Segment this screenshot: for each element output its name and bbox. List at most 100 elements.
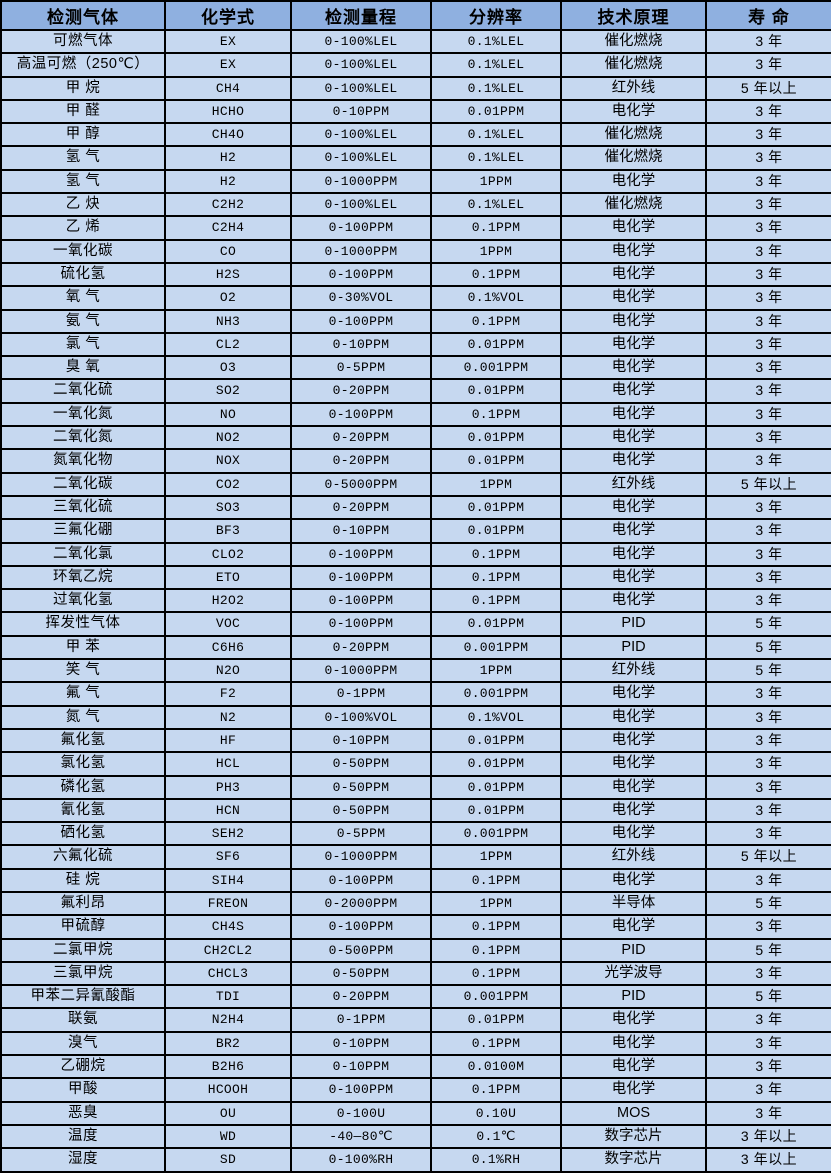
cell-technology-principle: 电化学 bbox=[560, 541, 707, 567]
cell-technology-principle: 电化学 bbox=[560, 797, 707, 824]
cell-lifespan: 3 年 bbox=[705, 704, 831, 730]
cell-gas-name: 联氨 bbox=[0, 1007, 166, 1033]
cell-chemical-formula: SO2 bbox=[164, 378, 292, 404]
table-row: 氟 气 F2 0-1PPM 0.001PPM 电化学 3 年 bbox=[0, 681, 831, 707]
cell-technology-principle: 数字芯片 bbox=[560, 1147, 707, 1173]
cell-gas-name: 二氧化氮 bbox=[0, 425, 166, 451]
cell-technology-principle: 电化学 bbox=[560, 704, 707, 730]
cell-lifespan: 5 年 bbox=[705, 658, 831, 684]
cell-chemical-formula: CH4O bbox=[164, 122, 292, 148]
cell-chemical-formula: CHCL3 bbox=[164, 960, 292, 987]
cell-technology-principle: 电化学 bbox=[560, 378, 707, 404]
cell-resolution: 0.1%RH bbox=[430, 1147, 562, 1173]
cell-chemical-formula: SD bbox=[164, 1147, 292, 1173]
cell-resolution: 0.001PPM bbox=[430, 355, 562, 381]
cell-resolution: 0.1%LEL bbox=[430, 75, 562, 101]
cell-resolution: 0.1℃ bbox=[430, 1123, 562, 1150]
cell-lifespan: 3 年 bbox=[705, 867, 831, 893]
table-row: 三氯甲烷 CHCL3 0-50PPM 0.1PPM 光学波导 3 年 bbox=[0, 960, 831, 987]
cell-gas-name: 甲 醛 bbox=[0, 98, 166, 125]
cell-chemical-formula: NH3 bbox=[164, 308, 292, 334]
cell-chemical-formula: BR2 bbox=[164, 1030, 292, 1057]
cell-resolution: 1PPM bbox=[430, 238, 562, 264]
cell-gas-name: 甲苯二异氰酸酯 bbox=[0, 984, 166, 1010]
cell-lifespan: 5 年以上 bbox=[705, 471, 831, 497]
cell-technology-principle: 电化学 bbox=[560, 331, 707, 358]
cell-technology-principle: 电化学 bbox=[560, 518, 707, 544]
cell-resolution: 1PPM bbox=[430, 471, 562, 497]
cell-lifespan: 3 年 bbox=[705, 518, 831, 544]
cell-resolution: 0.01PPM bbox=[430, 494, 562, 521]
cell-gas-name: 氮 气 bbox=[0, 704, 166, 730]
table-row: 温度 WD -40—80℃ 0.1℃ 数字芯片 3 年以上 bbox=[0, 1123, 831, 1150]
cell-resolution: 0.1%LEL bbox=[430, 28, 562, 55]
cell-technology-principle: 电化学 bbox=[560, 1030, 707, 1057]
cell-chemical-formula: WD bbox=[164, 1123, 292, 1150]
cell-gas-name: 二氧化氯 bbox=[0, 541, 166, 567]
cell-detection-range: 0-100PPM bbox=[290, 564, 432, 591]
cell-chemical-formula: HCOOH bbox=[164, 1077, 292, 1103]
table-row: 甲 烷 CH4 0-100%LEL 0.1%LEL 红外线 5 年以上 bbox=[0, 75, 831, 101]
cell-resolution: 0.1%LEL bbox=[430, 52, 562, 78]
cell-gas-name: 磷化氢 bbox=[0, 774, 166, 800]
cell-resolution: 0.001PPM bbox=[430, 821, 562, 847]
cell-gas-name: 硅 烷 bbox=[0, 867, 166, 893]
cell-gas-name: 氟 气 bbox=[0, 681, 166, 707]
cell-gas-name: 氢 气 bbox=[0, 145, 166, 171]
table-row: 磷化氢 PH3 0-50PPM 0.01PPM 电化学 3 年 bbox=[0, 774, 831, 800]
cell-chemical-formula: SO3 bbox=[164, 494, 292, 521]
cell-detection-range: 0-100PPM bbox=[290, 1077, 432, 1103]
cell-detection-range: 0-50PPM bbox=[290, 960, 432, 987]
cell-gas-name: 氟化氢 bbox=[0, 727, 166, 754]
cell-technology-principle: 数字芯片 bbox=[560, 1123, 707, 1150]
cell-technology-principle: 电化学 bbox=[560, 308, 707, 334]
cell-resolution: 0.1PPM bbox=[430, 308, 562, 334]
cell-gas-name: 二氧化碳 bbox=[0, 471, 166, 497]
cell-detection-range: 0-1PPM bbox=[290, 1007, 432, 1033]
cell-gas-name: 二氯甲烷 bbox=[0, 937, 166, 963]
cell-detection-range: 0-100PPM bbox=[290, 541, 432, 567]
table-row: 氮氧化物 NOX 0-20PPM 0.01PPM 电化学 3 年 bbox=[0, 448, 831, 474]
cell-gas-name: 温度 bbox=[0, 1123, 166, 1150]
cell-chemical-formula: EX bbox=[164, 28, 292, 55]
cell-lifespan: 3 年 bbox=[705, 564, 831, 591]
cell-resolution: 0.1%VOL bbox=[430, 704, 562, 730]
cell-technology-principle: 红外线 bbox=[560, 75, 707, 101]
cell-chemical-formula: O3 bbox=[164, 355, 292, 381]
cell-resolution: 0.01PPM bbox=[430, 98, 562, 125]
cell-detection-range: 0-10PPM bbox=[290, 331, 432, 358]
cell-lifespan: 3 年 bbox=[705, 541, 831, 567]
cell-chemical-formula: O2 bbox=[164, 285, 292, 311]
cell-detection-range: 0-100PPM bbox=[290, 611, 432, 637]
cell-lifespan: 5 年以上 bbox=[705, 75, 831, 101]
cell-gas-name: 甲硫醇 bbox=[0, 914, 166, 940]
cell-chemical-formula: CO2 bbox=[164, 471, 292, 497]
cell-lifespan: 3 年 bbox=[705, 797, 831, 824]
table-row: 过氧化氢 H2O2 0-100PPM 0.1PPM 电化学 3 年 bbox=[0, 588, 831, 614]
cell-technology-principle: 催化燃烧 bbox=[560, 192, 707, 218]
cell-detection-range: 0-1000PPM bbox=[290, 168, 432, 195]
cell-resolution: 0.1PPM bbox=[430, 261, 562, 288]
cell-technology-principle: 催化燃烧 bbox=[560, 145, 707, 171]
table-row: 氟利昂 FREON 0-2000PPM 1PPM 半导体 5 年 bbox=[0, 890, 831, 917]
cell-detection-range: 0-100%LEL bbox=[290, 122, 432, 148]
table-row: 氯 气 CL2 0-10PPM 0.01PPM 电化学 3 年 bbox=[0, 331, 831, 358]
cell-detection-range: 0-20PPM bbox=[290, 494, 432, 521]
cell-detection-range: 0-100%LEL bbox=[290, 145, 432, 171]
cell-detection-range: -40—80℃ bbox=[290, 1123, 432, 1150]
cell-technology-principle: 电化学 bbox=[560, 751, 707, 777]
table-row: 湿度 SD 0-100%RH 0.1%RH 数字芯片 3 年以上 bbox=[0, 1147, 831, 1173]
cell-lifespan: 3 年 bbox=[705, 378, 831, 404]
table-row: 笑 气 N2O 0-1000PPM 1PPM 红外线 5 年 bbox=[0, 658, 831, 684]
cell-gas-name: 恶臭 bbox=[0, 1100, 166, 1126]
cell-gas-name: 三氯甲烷 bbox=[0, 960, 166, 987]
cell-resolution: 0.1PPM bbox=[430, 937, 562, 963]
cell-detection-range: 0-5000PPM bbox=[290, 471, 432, 497]
table-row: 二氧化氮 NO2 0-20PPM 0.01PPM 电化学 3 年 bbox=[0, 425, 831, 451]
cell-chemical-formula: H2 bbox=[164, 168, 292, 195]
table-row: 二氧化硫 SO2 0-20PPM 0.01PPM 电化学 3 年 bbox=[0, 378, 831, 404]
cell-gas-name: 氟利昂 bbox=[0, 890, 166, 917]
cell-lifespan: 3 年 bbox=[705, 448, 831, 474]
table-row: 一氧化碳 CO 0-1000PPM 1PPM 电化学 3 年 bbox=[0, 238, 831, 264]
table-row: 氮 气 N2 0-100%VOL 0.1%VOL 电化学 3 年 bbox=[0, 704, 831, 730]
